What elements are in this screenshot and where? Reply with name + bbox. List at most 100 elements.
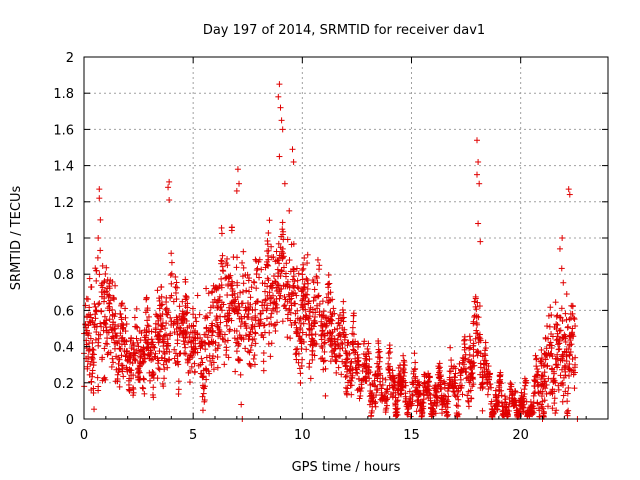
- data-point: [386, 366, 393, 373]
- data-point: [240, 264, 247, 271]
- data-point: [214, 353, 221, 360]
- data-point: [304, 277, 311, 284]
- data-point: [475, 220, 482, 227]
- data-point: [233, 264, 240, 271]
- data-point: [299, 356, 306, 363]
- data-point: [534, 366, 541, 373]
- data-point: [314, 279, 321, 286]
- data-point: [263, 315, 270, 322]
- data-point: [94, 374, 101, 381]
- data-point: [224, 337, 231, 344]
- data-point: [299, 271, 306, 278]
- data-point: [447, 344, 454, 351]
- data-point: [268, 340, 275, 347]
- data-point: [160, 383, 167, 390]
- data-point: [199, 373, 206, 380]
- data-point: [156, 366, 163, 373]
- data-point: [202, 346, 209, 353]
- data-point: [265, 340, 272, 347]
- data-point: [301, 254, 308, 261]
- data-point: [268, 243, 275, 250]
- data-point: [477, 360, 484, 367]
- data-point: [265, 230, 272, 237]
- data-point: [507, 380, 514, 387]
- data-point: [260, 367, 267, 374]
- data-point: [401, 369, 408, 376]
- data-point: [221, 361, 228, 368]
- data-point: [108, 363, 115, 370]
- data-point: [276, 153, 283, 160]
- data-point: [559, 317, 566, 324]
- data-point: [233, 348, 240, 355]
- data-point: [239, 259, 246, 266]
- data-point: [97, 216, 104, 223]
- data-point: [224, 255, 231, 262]
- data-point: [220, 268, 227, 275]
- data-point: [247, 294, 254, 301]
- data-point: [199, 393, 206, 400]
- data-point: [455, 403, 462, 410]
- data-point: [264, 248, 271, 255]
- data-point: [476, 180, 483, 187]
- data-point: [122, 305, 129, 312]
- data-point: [165, 184, 172, 191]
- data-point: [533, 363, 540, 370]
- data-point: [251, 279, 258, 286]
- data-point: [542, 351, 549, 358]
- data-point: [538, 393, 545, 400]
- data-point: [240, 280, 247, 287]
- data-point: [84, 296, 91, 303]
- data-point: [558, 305, 565, 312]
- data-point: [395, 364, 402, 371]
- data-point: [267, 353, 274, 360]
- data-point: [555, 386, 562, 393]
- data-point: [95, 342, 102, 349]
- data-point: [474, 171, 480, 178]
- data-point: [350, 318, 357, 325]
- data-point: [102, 340, 109, 347]
- data-point: [101, 345, 108, 352]
- data-point: [453, 402, 460, 409]
- data-point: [172, 289, 179, 296]
- data-point: [242, 307, 249, 314]
- data-point: [100, 375, 107, 382]
- data-point: [155, 339, 162, 346]
- data-point: [562, 310, 569, 317]
- data-point: [555, 382, 562, 389]
- data-point: [240, 288, 247, 295]
- data-point: [556, 345, 563, 352]
- data-point: [114, 371, 121, 378]
- data-point: [444, 413, 451, 420]
- x-tick-label: 10: [294, 428, 311, 443]
- y-tick-label: 1.2: [53, 196, 74, 211]
- x-axis-title: GPS time / hours: [292, 460, 401, 475]
- data-point: [436, 364, 443, 371]
- data-point: [145, 323, 152, 330]
- data-point: [542, 356, 549, 363]
- data-point: [563, 409, 570, 416]
- data-point: [488, 384, 495, 391]
- data-point: [297, 379, 304, 386]
- data-point: [322, 392, 329, 399]
- data-point: [94, 254, 101, 261]
- data-point: [191, 369, 198, 376]
- data-point: [286, 257, 293, 264]
- data-point: [229, 285, 236, 292]
- data-point: [372, 403, 379, 410]
- y-tick-label: 0.6: [53, 304, 74, 319]
- data-point: [479, 407, 486, 414]
- data-point: [303, 275, 310, 282]
- data-point: [556, 245, 563, 252]
- data-point: [156, 297, 163, 304]
- data-point: [496, 372, 503, 379]
- data-point: [355, 354, 362, 361]
- data-point: [133, 305, 140, 312]
- data-point: [214, 364, 221, 371]
- data-point: [198, 355, 205, 362]
- data-point: [228, 224, 235, 231]
- data-point: [466, 345, 473, 352]
- data-point: [164, 364, 171, 371]
- data-point: [246, 288, 253, 295]
- data-point: [325, 272, 332, 279]
